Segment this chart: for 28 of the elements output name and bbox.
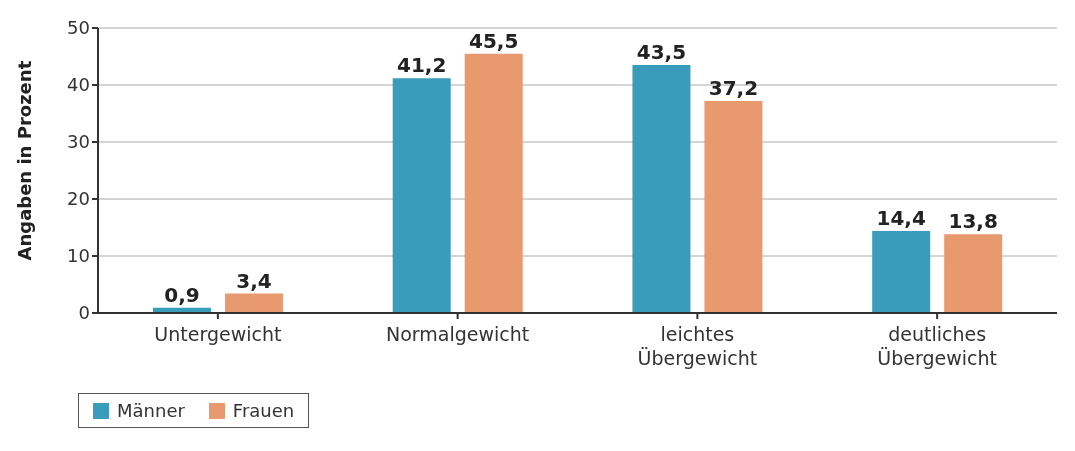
bar bbox=[872, 230, 931, 313]
bar bbox=[392, 78, 451, 313]
data-label: 14,4 bbox=[876, 205, 926, 230]
bar bbox=[632, 65, 691, 313]
legend-label: Frauen bbox=[232, 400, 295, 421]
bar bbox=[704, 100, 763, 313]
bar bbox=[224, 293, 283, 313]
y-tick-label: 40 bbox=[67, 74, 90, 96]
x-tick-label: deutliches Übergewicht bbox=[877, 323, 997, 369]
data-label: 3,4 bbox=[236, 268, 272, 293]
data-label: 43,5 bbox=[636, 40, 687, 65]
y-tick-label: 50 bbox=[67, 17, 90, 39]
bar bbox=[464, 53, 523, 313]
y-tick-label: 0 bbox=[78, 302, 90, 324]
data-label: 0,9 bbox=[164, 282, 200, 307]
x-tick-label: Untergewicht bbox=[154, 323, 282, 345]
y-tick-label: 30 bbox=[67, 131, 90, 153]
x-tick-label: Normalgewicht bbox=[385, 323, 530, 345]
x-tick-label: leichtes Übergewicht bbox=[637, 323, 758, 369]
data-label: 37,2 bbox=[708, 75, 759, 100]
data-label: 45,5 bbox=[469, 28, 519, 53]
data-label: 13,8 bbox=[948, 209, 998, 234]
y-axis-title: Angaben in Prozent bbox=[14, 60, 36, 261]
y-tick-label: 20 bbox=[67, 188, 90, 210]
data-label: 41,2 bbox=[397, 53, 447, 78]
y-tick-label: 10 bbox=[67, 245, 90, 267]
legend-label: Männer bbox=[117, 400, 185, 421]
bar bbox=[944, 234, 1003, 313]
